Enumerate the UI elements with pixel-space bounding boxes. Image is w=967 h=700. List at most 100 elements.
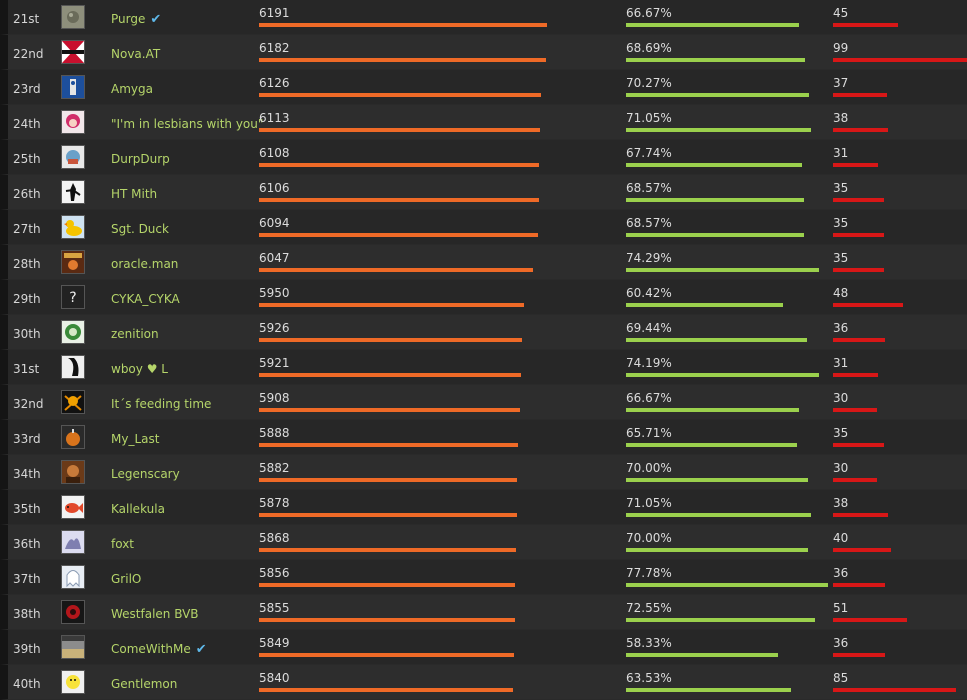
rank-label: 21st [13, 12, 40, 26]
winrate-bar [626, 93, 809, 97]
player-name[interactable]: Amyga [111, 82, 153, 96]
cartoon-face-icon[interactable] [61, 145, 85, 169]
green-emblem-icon[interactable] [61, 320, 85, 344]
player-name-text[interactable]: Sgt. Duck [111, 222, 169, 236]
rating-value: 5950 [259, 286, 290, 300]
winrate-bar [626, 618, 815, 622]
player-name[interactable]: HT Mith [111, 187, 157, 201]
player-name-text[interactable]: Nova.AT [111, 47, 161, 61]
table-row[interactable]: 36th foxt 5868 70.00% 40 [0, 525, 967, 560]
warrior-portrait-icon[interactable] [61, 460, 85, 484]
red-starburst-icon[interactable] [61, 600, 85, 624]
table-row[interactable]: 33rd My_Last 5888 65.71% 35 [0, 420, 967, 455]
player-name[interactable]: Sgt. Duck [111, 222, 169, 236]
table-row[interactable]: 29th? CYKA_CYKA 5950 60.42% 48 [0, 280, 967, 315]
player-name[interactable]: DurpDurp [111, 152, 170, 166]
player-name[interactable]: ComeWithMe ✔ [111, 642, 207, 657]
player-name[interactable]: CYKA_CYKA [111, 292, 180, 306]
player-name[interactable]: Legenscary [111, 467, 180, 481]
player-name[interactable]: Gentlemon [111, 677, 177, 691]
player-name-text[interactable]: HT Mith [111, 187, 158, 201]
table-row[interactable]: 26th HT Mith 6106 68.57% 35 [0, 175, 967, 210]
table-row[interactable]: 38th Westfalen BVB 5855 72.55% 51 [0, 595, 967, 630]
skull-crossbones-icon[interactable] [61, 390, 85, 414]
table-row[interactable]: 39th ComeWithMe ✔ 5849 58.33% 36 [0, 630, 967, 665]
anime-girl-icon[interactable] [61, 110, 85, 134]
rating-value: 5849 [259, 636, 290, 650]
table-row[interactable]: 40th Gentlemon 5840 63.53% 85 [0, 665, 967, 700]
silhouette-icon[interactable] [61, 180, 85, 204]
rubber-duck-icon[interactable] [61, 215, 85, 239]
player-name-text[interactable]: It´s feeding time [111, 397, 212, 411]
player-name[interactable]: Purge ✔ [111, 12, 161, 27]
player-name-text[interactable]: Kallekula [111, 502, 165, 516]
blue-banner-icon[interactable] [61, 75, 85, 99]
poster-icon[interactable] [61, 250, 85, 274]
player-name-text[interactable]: Westfalen BVB [111, 607, 199, 621]
table-row[interactable]: 32nd It´s feeding time 5908 66.67% 30 [0, 385, 967, 420]
question-mark-icon[interactable]: ? [61, 285, 85, 309]
player-name-text[interactable]: My_Last [111, 432, 160, 446]
games-value: 40 [833, 531, 849, 545]
games-bar [833, 233, 884, 237]
rank-label: 29th [13, 292, 41, 306]
player-name-text[interactable]: CYKA_CYKA [111, 292, 180, 306]
table-row[interactable]: 24th "I'm in lesbians with you" 6113 71.05%… [0, 105, 967, 140]
table-row[interactable]: 31st wboy ♥ L 5921 74.19% 31 [0, 350, 967, 385]
grey-stone-icon[interactable] [61, 5, 85, 29]
player-name-text[interactable]: ComeWithMe [111, 642, 191, 656]
white-ghost-icon[interactable] [61, 565, 85, 589]
player-name[interactable]: It´s feeding time [111, 397, 211, 411]
player-name-text[interactable]: GrilO [111, 572, 142, 586]
player-name[interactable]: My_Last [111, 432, 159, 446]
red-flag-icon[interactable] [61, 40, 85, 64]
table-row[interactable]: 37th GrilO 5856 77.78% 36 [0, 560, 967, 595]
player-name-text[interactable]: "I'm in lesbians with you" [111, 117, 264, 131]
red-fish-icon[interactable] [61, 495, 85, 519]
player-name[interactable]: zenition [111, 327, 159, 341]
table-row[interactable]: 22nd Nova.AT 6182 68.69% 99 [0, 35, 967, 70]
yellow-head-icon[interactable] [61, 670, 85, 694]
player-name[interactable]: Nova.AT [111, 47, 160, 61]
table-row[interactable]: 21st Purge ✔ 6191 66.67% 45 [0, 0, 967, 35]
player-name[interactable]: "I'm in lesbians with you" [111, 117, 263, 131]
player-name[interactable]: wboy ♥ L [111, 362, 168, 376]
player-name-text[interactable]: DurpDurp [111, 152, 170, 166]
table-row[interactable]: 35th Kallekula 5878 71.05% 38 [0, 490, 967, 525]
player-name[interactable]: foxt [111, 537, 134, 551]
games-value: 38 [833, 496, 849, 510]
table-row[interactable]: 23rd Amyga 6126 70.27% 37 [0, 70, 967, 105]
rating-value: 6108 [259, 146, 290, 160]
orange-bomb-icon[interactable] [61, 425, 85, 449]
table-row[interactable]: 30th zenition 5926 69.44% 36 [0, 315, 967, 350]
table-row[interactable]: 27th Sgt. Duck 6094 68.57% 35 [0, 210, 967, 245]
winrate-bar [626, 688, 792, 692]
games-value: 31 [833, 146, 849, 160]
player-name-text[interactable]: foxt [111, 537, 135, 551]
table-row[interactable]: 28th oracle.man 6047 74.29% 35 [0, 245, 967, 280]
games-value: 36 [833, 566, 849, 580]
rating-value: 6113 [259, 111, 290, 125]
player-name[interactable]: Kallekula [111, 502, 165, 516]
table-row[interactable]: 25th DurpDurp 6108 67.74% 31 [0, 140, 967, 175]
player-name-text[interactable]: Legenscary [111, 467, 180, 481]
player-name-text[interactable]: zenition [111, 327, 159, 341]
winrate-bar [626, 513, 811, 517]
player-name[interactable]: GrilO [111, 572, 141, 586]
player-name-text[interactable]: Amyga [111, 82, 153, 96]
player-name[interactable]: Westfalen BVB [111, 607, 199, 621]
games-value: 35 [833, 216, 849, 230]
games-bar [833, 618, 907, 622]
table-row[interactable]: 34th Legenscary 5882 70.00% 30 [0, 455, 967, 490]
player-name-text[interactable]: wboy ♥ L [111, 362, 168, 376]
games-bar [833, 548, 891, 552]
winrate-bar [626, 233, 805, 237]
landscape-icon[interactable] [61, 635, 85, 659]
sketch-creature-icon[interactable] [61, 530, 85, 554]
dark-figure-icon[interactable] [61, 355, 85, 379]
rating-value: 5926 [259, 321, 290, 335]
player-name-text[interactable]: Purge [111, 12, 146, 26]
player-name-text[interactable]: Gentlemon [111, 677, 178, 691]
player-name[interactable]: oracle.man [111, 257, 178, 271]
player-name-text[interactable]: oracle.man [111, 257, 179, 271]
